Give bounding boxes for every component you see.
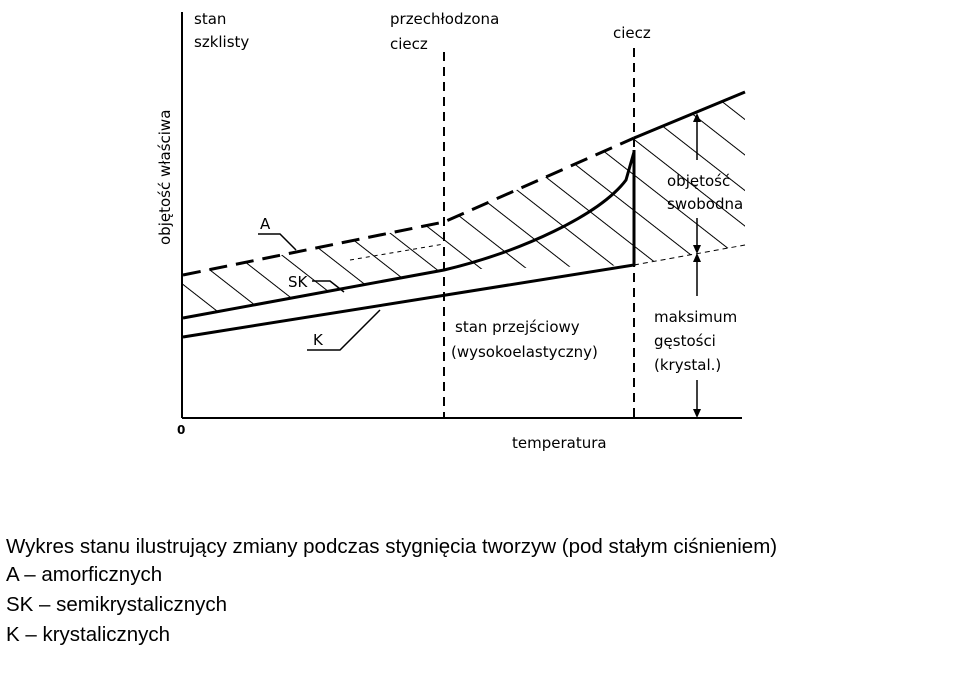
legend-separator: – — [18, 563, 42, 586]
free-volume-label-2: swobodna — [667, 195, 743, 213]
origin-label: 0 — [177, 423, 185, 437]
hatched-region-free-volume — [634, 92, 745, 265]
curve-A-line — [182, 136, 635, 277]
supercooled-label-2: ciecz — [390, 35, 428, 53]
curve-K-leader — [307, 309, 381, 351]
max-density-label-3: (krystal.) — [654, 356, 721, 374]
legend-item-SK: SK – semikrystalicznych — [6, 590, 956, 620]
free-volume-arrow — [693, 113, 701, 254]
max-density-label-1: maksimum — [654, 308, 737, 326]
legend-separator: – — [33, 593, 57, 616]
liquid-line — [633, 90, 746, 140]
hatched-region-glassy — [183, 222, 444, 318]
curve-K-label: K — [313, 331, 324, 349]
curve-SK-label: SK — [288, 273, 309, 291]
legend-key: A — [6, 563, 19, 586]
glassy-state-label-1: stan — [194, 10, 226, 28]
figure-caption: Wykres stanu ilustrujący zmiany podczas … — [6, 534, 956, 650]
supercooled-label-1: przechłodzona — [390, 10, 499, 28]
liquid-label: ciecz — [613, 24, 651, 42]
transition-state-label-2: (wysokoelastyczny) — [451, 343, 598, 361]
y-axis-label: objętość właściwa — [156, 110, 174, 245]
legend-key: SK — [6, 593, 34, 616]
transition-state-label-1: stan przejściowy — [455, 318, 580, 336]
legend-key: K — [6, 623, 20, 646]
volume-temperature-diagram: objętość właściwa temperatura 0 stan szk… — [156, 10, 746, 452]
curve-A-label: A — [260, 215, 271, 233]
hatched-region-transition — [444, 138, 634, 270]
x-axis-label: temperatura — [512, 434, 607, 452]
legend-item-K: K – krystalicznych — [6, 620, 956, 650]
glassy-state-label-2: szklisty — [194, 33, 249, 51]
curve-SK-leader — [312, 280, 345, 293]
legend-item-A: A – amorficznych — [6, 560, 956, 590]
legend-text: semikrystalicznych — [56, 593, 228, 616]
crystal-extrapolation-line — [633, 244, 746, 266]
free-volume-label-1: objętość — [667, 172, 730, 190]
curve-K-line — [182, 150, 636, 339]
max-density-arrow — [693, 253, 701, 418]
legend-text: krystalicznych — [42, 623, 171, 646]
legend-text: amorficznych — [41, 563, 163, 586]
curve-A-leader — [258, 233, 297, 251]
legend-separator: – — [19, 623, 43, 646]
caption-title: Wykres stanu ilustrujący zmiany podczas … — [6, 535, 778, 558]
curve-SK-line — [182, 151, 636, 320]
max-density-label-2: gęstości — [654, 332, 716, 350]
